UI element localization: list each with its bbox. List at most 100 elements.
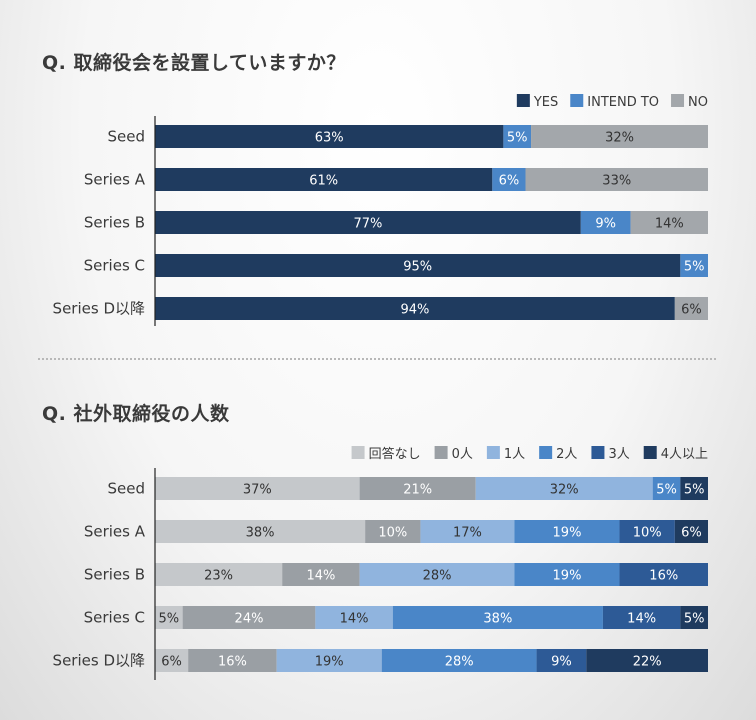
chart2-bar-1-0 xyxy=(155,520,366,543)
chart2-legend-swatch-1 xyxy=(434,446,448,459)
chart2-bar-4-2 xyxy=(276,649,382,672)
chart2-bar-4-3 xyxy=(381,649,537,672)
chart2-legend-label-1: 0人 xyxy=(452,447,473,462)
chart2-category-label-1: Series A xyxy=(84,523,146,541)
chart2-value-label-4-0: 6% xyxy=(161,655,182,670)
chart2-value-label-0-3: 5% xyxy=(656,483,677,498)
chart1-category-label-2: Series B xyxy=(84,214,145,232)
chart2-value-label-3-4: 14% xyxy=(627,612,656,627)
chart2-legend-label-0: 回答なし xyxy=(369,446,421,462)
chart1-value-label-0-2: 32% xyxy=(605,131,634,146)
chart2-bar-4-0 xyxy=(155,649,189,672)
chart1-value-label-4-2: 6% xyxy=(681,303,702,318)
chart1-value-label-0-0: 63% xyxy=(315,131,344,146)
chart1-legend-label-2: NO xyxy=(688,95,708,110)
chart2-value-label-1-0: 38% xyxy=(246,526,275,541)
chart2-value-label-1-4: 10% xyxy=(633,526,662,541)
chart1-value-label-2-2: 14% xyxy=(655,217,684,232)
chart2-bar-2-1 xyxy=(282,563,360,586)
chart1-legend: YES INTEND TO NO xyxy=(516,94,708,110)
chart2-bar-1-4 xyxy=(619,520,675,543)
chart2-bar-4-5 xyxy=(586,649,708,672)
chart1-bar-4-0 xyxy=(155,297,675,320)
chart1-bar-2-1 xyxy=(580,211,631,234)
chart2-legend-swatch-2 xyxy=(486,446,500,459)
chart2-value-label-0-5: 5% xyxy=(684,483,705,498)
chart2-bar-4-1 xyxy=(188,649,277,672)
chart1-legend-label-0: YES xyxy=(533,95,558,110)
chart1-bar-2-0 xyxy=(155,211,581,234)
chart2-bar-2-3 xyxy=(514,563,620,586)
chart1-bar-0-1 xyxy=(503,125,532,148)
chart2-bar-1-3 xyxy=(514,520,620,543)
chart2-value-label-0-2: 32% xyxy=(550,483,579,498)
chart1-value-label-1-0: 61% xyxy=(309,174,338,189)
chart2-bar-3-5 xyxy=(680,606,708,629)
chart1-value-label-3-0: 95% xyxy=(403,260,432,275)
chart2-value-label-3-5: 5% xyxy=(684,612,705,627)
chart2-bar-1-5 xyxy=(674,520,708,543)
chart2-value-label-3-1: 24% xyxy=(235,612,264,627)
chart1-bar-3-0 xyxy=(155,254,681,277)
chart2-category-label-2: Series B xyxy=(84,566,145,584)
chart-2-title: Q. 社外取締役の人数 xyxy=(42,403,230,425)
chart1-category-label-4: Series D以降 xyxy=(53,300,145,318)
chart1-value-label-1-1: 6% xyxy=(499,174,520,189)
chart2-value-label-1-2: 17% xyxy=(453,526,482,541)
chart2-value-label-3-0: 5% xyxy=(159,612,180,627)
chart2-category-label-4: Series D以降 xyxy=(53,652,145,670)
chart2-bar-2-0 xyxy=(155,563,283,586)
chart2-legend-label-4: 3人 xyxy=(608,447,629,462)
chart1-bar-4-2 xyxy=(674,297,708,320)
chart2-legend-label-2: 1人 xyxy=(504,447,525,462)
chart1-bar-1-1 xyxy=(492,168,526,191)
chart2-bar-4-4 xyxy=(536,649,587,672)
chart2-value-label-1-1: 10% xyxy=(378,526,407,541)
chart2-bar-0-3 xyxy=(652,477,681,500)
chart1-legend-swatch-2 xyxy=(671,94,685,107)
chart2-legend-label-3: 2人 xyxy=(556,447,577,462)
chart2-value-label-0-0: 37% xyxy=(243,483,272,498)
chart1-value-label-0-1: 5% xyxy=(507,131,528,146)
chart1-bar-2-2 xyxy=(630,211,708,234)
chart1-category-label-1: Series A xyxy=(84,171,146,189)
chart2-value-label-0-1: 21% xyxy=(403,483,432,498)
chart1-value-label-2-1: 9% xyxy=(595,217,616,232)
chart2-value-label-4-3: 28% xyxy=(445,655,474,670)
chart2-legend-swatch-0 xyxy=(351,446,365,459)
chart2-value-label-4-5: 22% xyxy=(633,655,662,670)
chart2-legend: 回答なし 0人 1人 2人 3人 4人以上 xyxy=(351,446,708,462)
chart2-value-label-2-4: 16% xyxy=(649,569,678,584)
chart2-bar-1-2 xyxy=(420,520,515,543)
chart1-bar-1-0 xyxy=(155,168,493,191)
chart1-value-label-4-0: 94% xyxy=(400,303,429,318)
chart1-value-label-3-1: 5% xyxy=(684,260,705,275)
chart1-bar-3-1 xyxy=(680,254,708,277)
chart2-bar-0-0 xyxy=(155,477,360,500)
chart2-legend-swatch-3 xyxy=(539,446,553,459)
chart2-value-label-2-0: 23% xyxy=(204,569,233,584)
chart2-bar-0-2 xyxy=(475,477,653,500)
chart2-bar-3-0 xyxy=(155,606,183,629)
chart1-bar-0-0 xyxy=(155,125,504,148)
chart2-bar-0-1 xyxy=(359,477,476,500)
chart1-legend-swatch-1 xyxy=(570,94,584,107)
chart1-bar-0-2 xyxy=(531,125,708,148)
chart2-value-label-3-2: 14% xyxy=(340,612,369,627)
chart2-bar-3-4 xyxy=(602,606,681,629)
chart2-value-label-1-5: 6% xyxy=(681,526,702,541)
chart2-value-label-2-2: 28% xyxy=(423,569,452,584)
chart2-bar-1-1 xyxy=(365,520,421,543)
chart1-legend-label-1: INTEND TO xyxy=(587,95,659,110)
chart1-bar-1-2 xyxy=(525,168,708,191)
chart1-category-label-0: Seed xyxy=(108,128,146,146)
chart2-legend-label-5: 4人以上 xyxy=(661,447,708,462)
section-divider xyxy=(38,358,716,360)
chart2-value-label-1-3: 19% xyxy=(553,526,582,541)
chart2-bar-3-3 xyxy=(392,606,603,629)
chart2-bar-2-2 xyxy=(359,563,515,586)
chart2-bar-2-4 xyxy=(619,563,708,586)
chart2-legend-swatch-4 xyxy=(591,446,605,459)
chart2-value-label-2-3: 19% xyxy=(553,569,582,584)
